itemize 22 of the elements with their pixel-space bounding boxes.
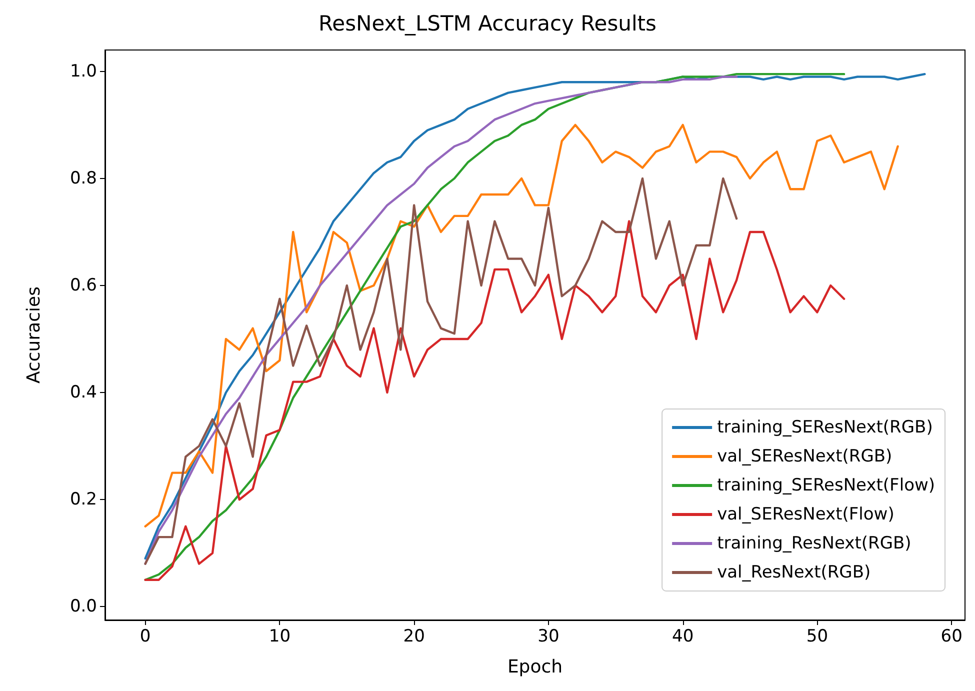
x-axis-title: Epoch <box>507 656 563 678</box>
legend-label: training_SEResNext(Flow) <box>717 476 936 496</box>
legend-label: training_ResNext(RGB) <box>717 534 912 554</box>
chart-title: ResNext_LSTM Accuracy Results <box>318 12 656 36</box>
y-tick-label: 1.0 <box>70 61 97 82</box>
y-tick-label: 0.8 <box>70 168 97 188</box>
x-tick-label: 60 <box>940 626 962 646</box>
legend-label: training_SEResNext(RGB) <box>717 418 933 438</box>
y-tick-label: 0.0 <box>70 596 97 617</box>
y-axis-title: Accuracies <box>24 286 44 384</box>
legend-label: val_ResNext(RGB) <box>717 562 871 582</box>
x-tick-label: 0 <box>140 626 151 646</box>
x-tick-label: 20 <box>403 626 425 646</box>
x-tick-label: 50 <box>806 626 828 646</box>
y-tick-label: 0.6 <box>70 275 97 296</box>
x-tick-label: 40 <box>672 626 694 646</box>
x-tick-label: 30 <box>538 626 560 646</box>
y-tick-label: 0.2 <box>70 490 97 510</box>
y-tick-label: 0.4 <box>70 382 97 403</box>
legend-label: val_SEResNext(RGB) <box>717 446 892 466</box>
x-tick-label: 10 <box>268 626 291 646</box>
legend-label: val_SEResNext(Flow) <box>717 504 894 524</box>
